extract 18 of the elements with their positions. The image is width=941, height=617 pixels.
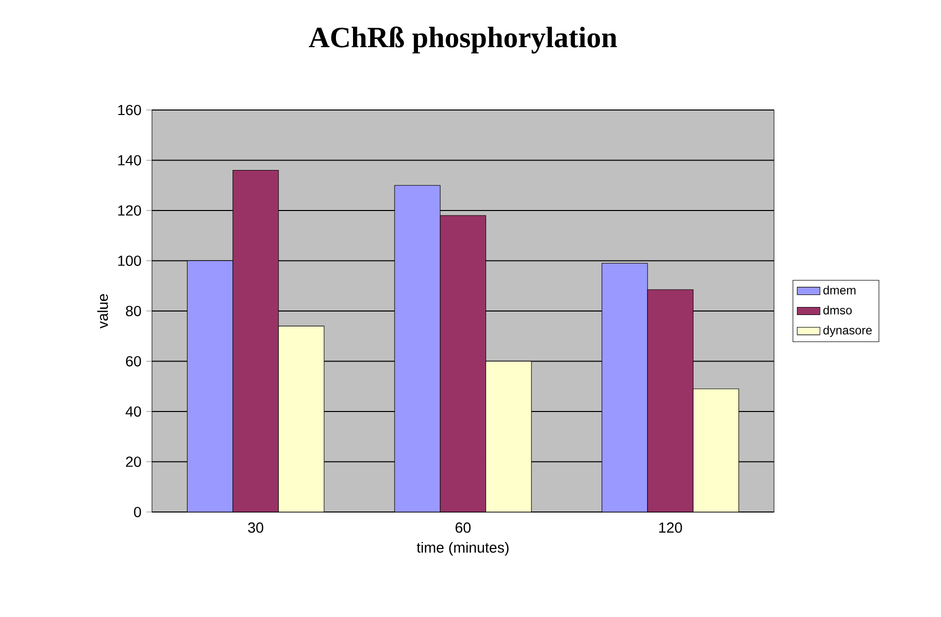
y-tick-label: 100: [118, 256, 142, 266]
y-axis-title: value: [97, 294, 108, 328]
y-tick-label: 40: [126, 406, 142, 417]
y-tick-label: 160: [118, 104, 142, 116]
y-tick-label: 20: [126, 456, 142, 467]
y-tick-label: 0: [134, 506, 142, 518]
y-tick-label: 80: [126, 306, 142, 316]
legend-label: dmem: [823, 286, 856, 294]
x-tick-label: 30: [248, 522, 264, 533]
x-tick-label: 120: [659, 522, 682, 533]
chart-title: AChRß phosphorylation: [308, 26, 617, 54]
x-tick-label: 60: [456, 522, 471, 533]
y-tick-label: 60: [126, 356, 142, 366]
x-axis-title: time (minutes): [416, 542, 509, 556]
legend-label: dmso: [823, 306, 852, 314]
legend-label: dynasore: [823, 326, 872, 337]
y-tick-label: 120: [118, 205, 142, 216]
y-tick-label: 140: [118, 155, 142, 166]
